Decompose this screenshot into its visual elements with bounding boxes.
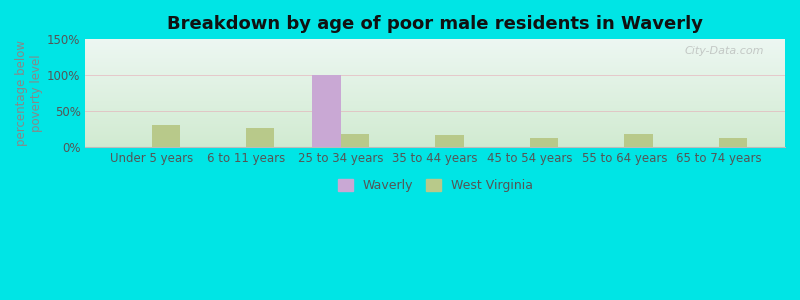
Bar xyxy=(624,134,653,147)
Bar xyxy=(151,125,180,147)
Legend: Waverly, West Virginia: Waverly, West Virginia xyxy=(333,174,538,197)
Bar xyxy=(246,128,274,147)
Bar xyxy=(530,138,558,147)
Bar xyxy=(312,75,341,147)
Bar xyxy=(435,135,463,147)
Bar xyxy=(341,134,369,147)
Text: City-Data.com: City-Data.com xyxy=(685,46,764,56)
Title: Breakdown by age of poor male residents in Waverly: Breakdown by age of poor male residents … xyxy=(167,15,703,33)
Bar xyxy=(719,138,747,147)
Y-axis label: percentage below
poverty level: percentage below poverty level xyxy=(15,40,43,146)
